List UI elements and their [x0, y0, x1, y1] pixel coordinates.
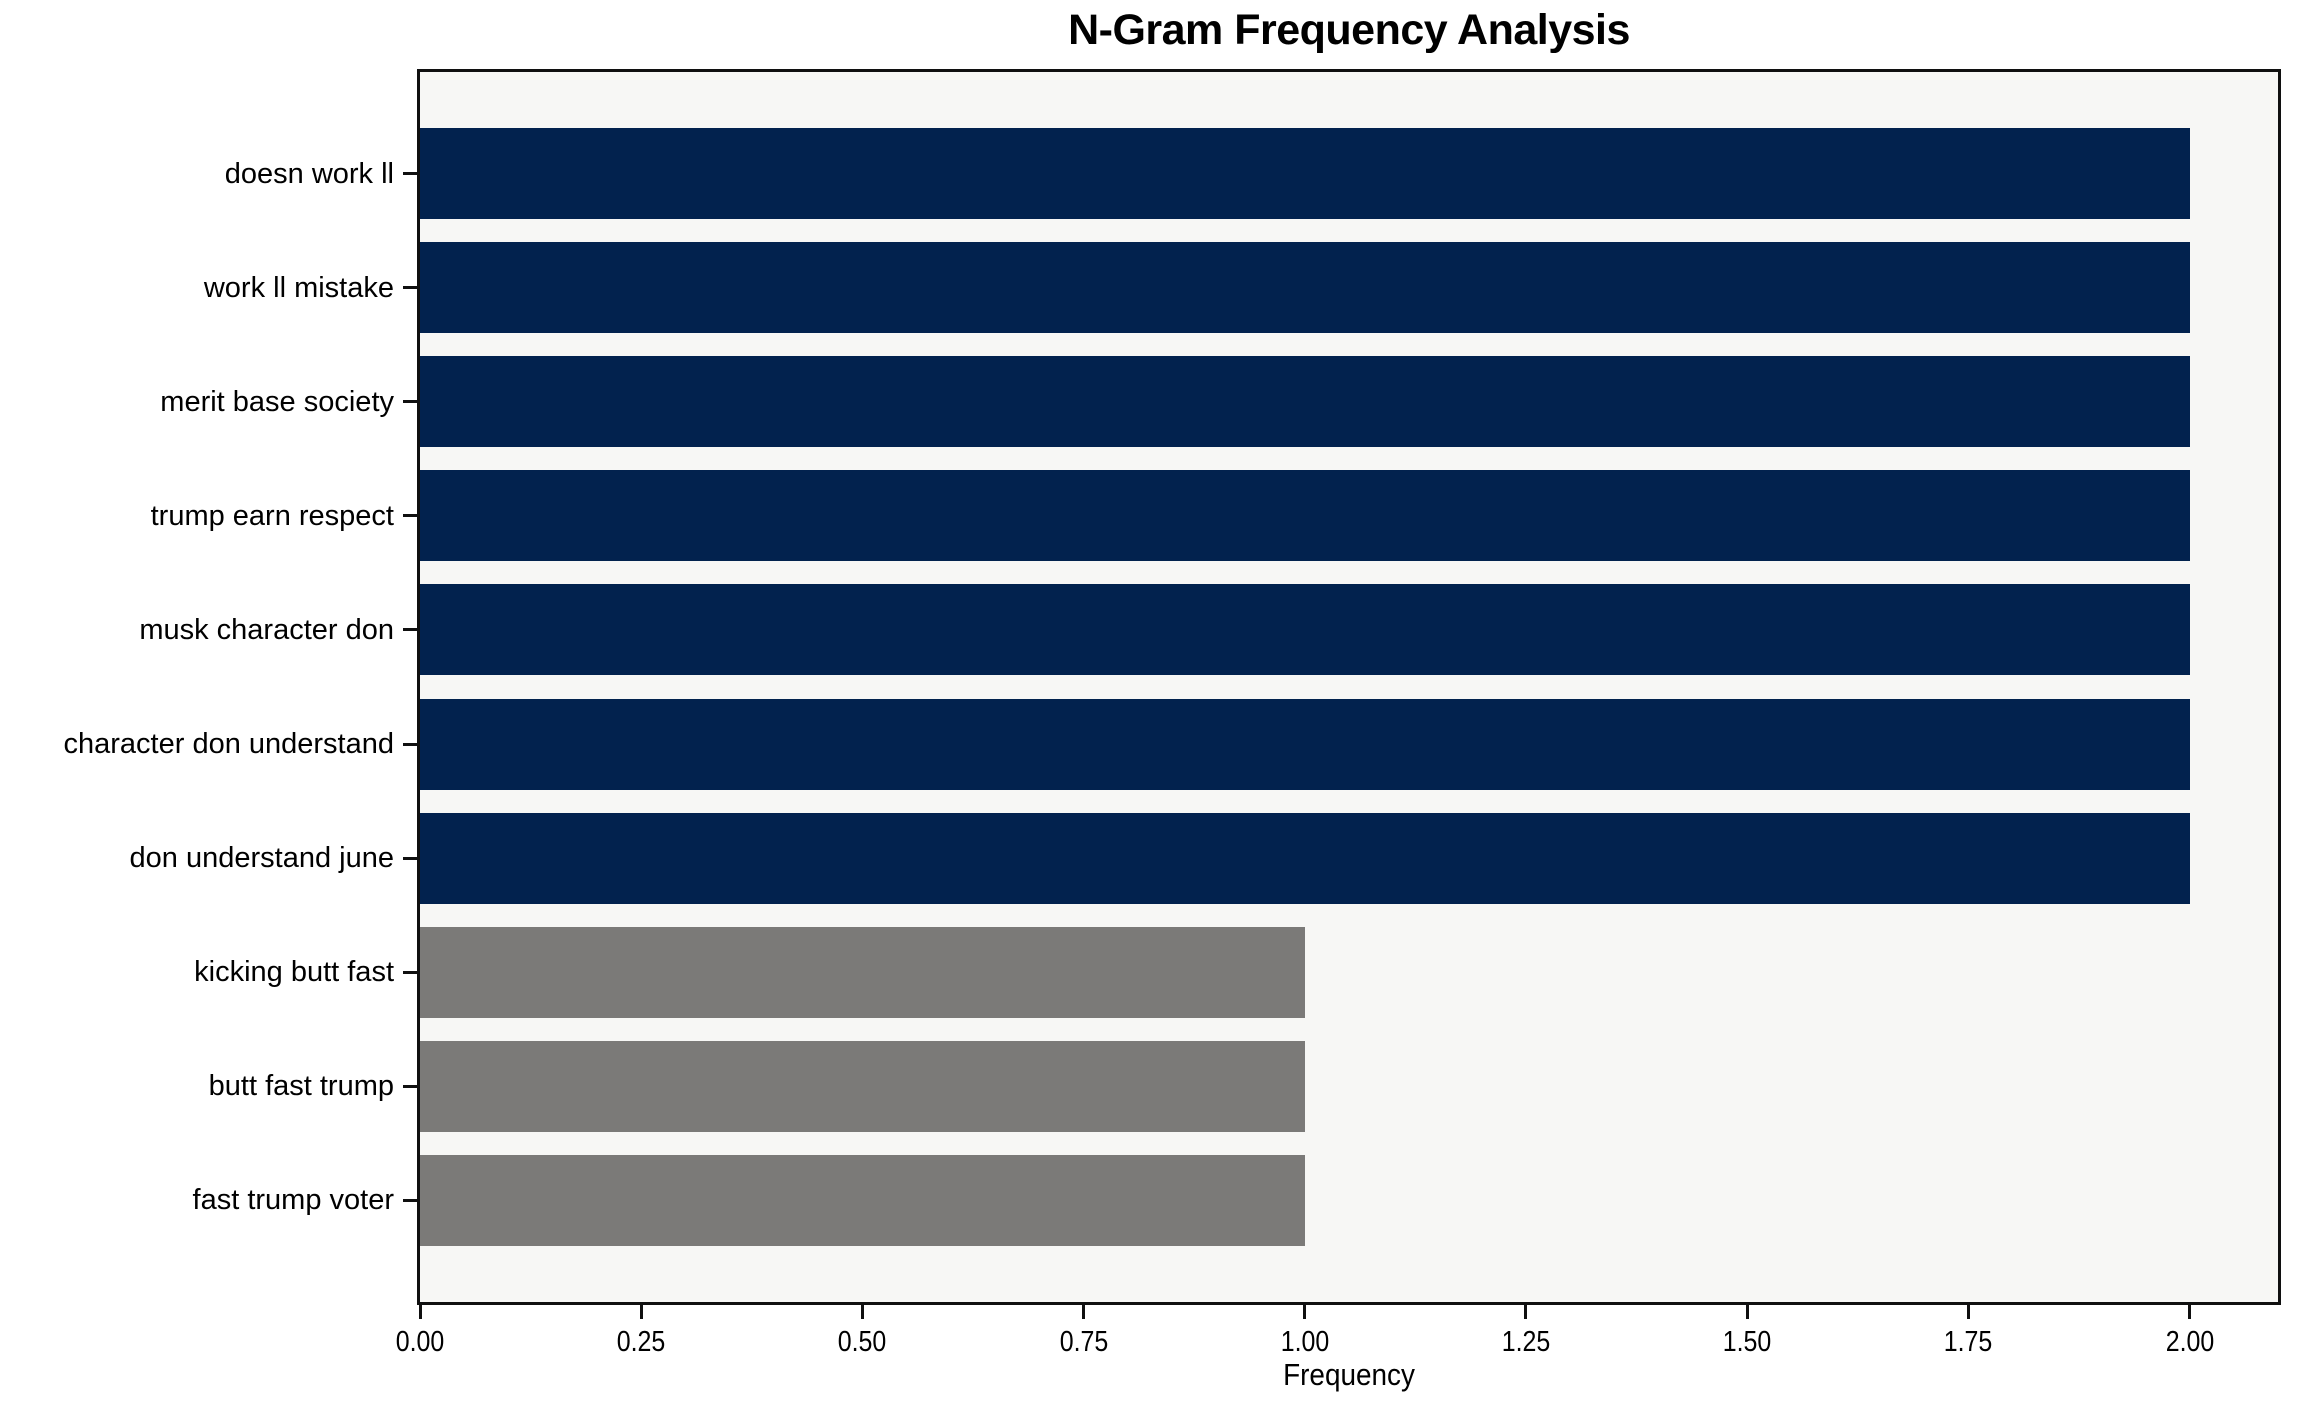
bar [420, 1154, 1305, 1246]
x-tick-mark [2188, 1305, 2192, 1319]
x-tick-label: 0.25 [616, 1326, 666, 1358]
x-axis-label: Frequency [1283, 1357, 1415, 1392]
y-tick-mark [403, 970, 417, 974]
y-tick-mark [403, 286, 417, 290]
bar [420, 356, 2190, 448]
y-tick-mark [403, 742, 417, 746]
y-tick-label: trump earn respect [150, 499, 394, 532]
y-tick-label: fast trump voter [192, 1184, 394, 1217]
bar [420, 812, 2190, 904]
x-tick-label: 2.00 [2165, 1326, 2214, 1358]
y-tick-mark [403, 856, 417, 860]
bar [420, 926, 1305, 1018]
y-tick-label: don understand june [129, 842, 394, 875]
x-tick-mark [418, 1305, 422, 1319]
y-tick-label: merit base society [160, 385, 394, 418]
x-tick-label: 1.00 [1280, 1326, 1330, 1358]
x-tick-mark [1966, 1305, 1970, 1319]
bar [420, 242, 2190, 334]
bar [420, 128, 2190, 219]
x-tick-mark [1745, 1305, 1749, 1319]
x-tick-label: 0.00 [395, 1326, 445, 1358]
x-tick-label: 1.25 [1501, 1326, 1551, 1358]
x-tick-mark [639, 1305, 643, 1319]
y-tick-label: musk character don [139, 613, 394, 646]
y-tick-label: doesn work ll [224, 157, 394, 190]
y-tick-label: kicking butt fast [194, 956, 394, 989]
x-tick-mark [860, 1305, 864, 1319]
y-tick-mark [403, 1084, 417, 1088]
x-tick-mark [1303, 1305, 1307, 1319]
bar [420, 1040, 1305, 1132]
y-tick-label: butt fast trump [208, 1070, 394, 1103]
x-tick-label: 0.50 [838, 1326, 887, 1358]
y-tick-mark [403, 172, 417, 175]
chart-title: N-Gram Frequency Analysis [1068, 6, 1630, 54]
x-tick-label: 0.75 [1059, 1326, 1108, 1358]
y-tick-label: character don understand [63, 728, 395, 760]
y-tick-mark [403, 514, 417, 518]
x-tick-mark [1082, 1305, 1086, 1319]
y-tick-mark [403, 628, 417, 632]
y-tick-mark [403, 1198, 417, 1202]
y-tick-mark [403, 400, 417, 404]
x-tick-mark [1524, 1305, 1528, 1319]
x-tick-label: 1.50 [1722, 1326, 1772, 1358]
x-tick-label: 1.75 [1944, 1326, 1993, 1358]
y-tick-label: work ll mistake [203, 271, 394, 304]
plot-area [417, 69, 2281, 1305]
bar [420, 698, 2190, 790]
bar [420, 584, 2190, 676]
bar [420, 470, 2190, 562]
